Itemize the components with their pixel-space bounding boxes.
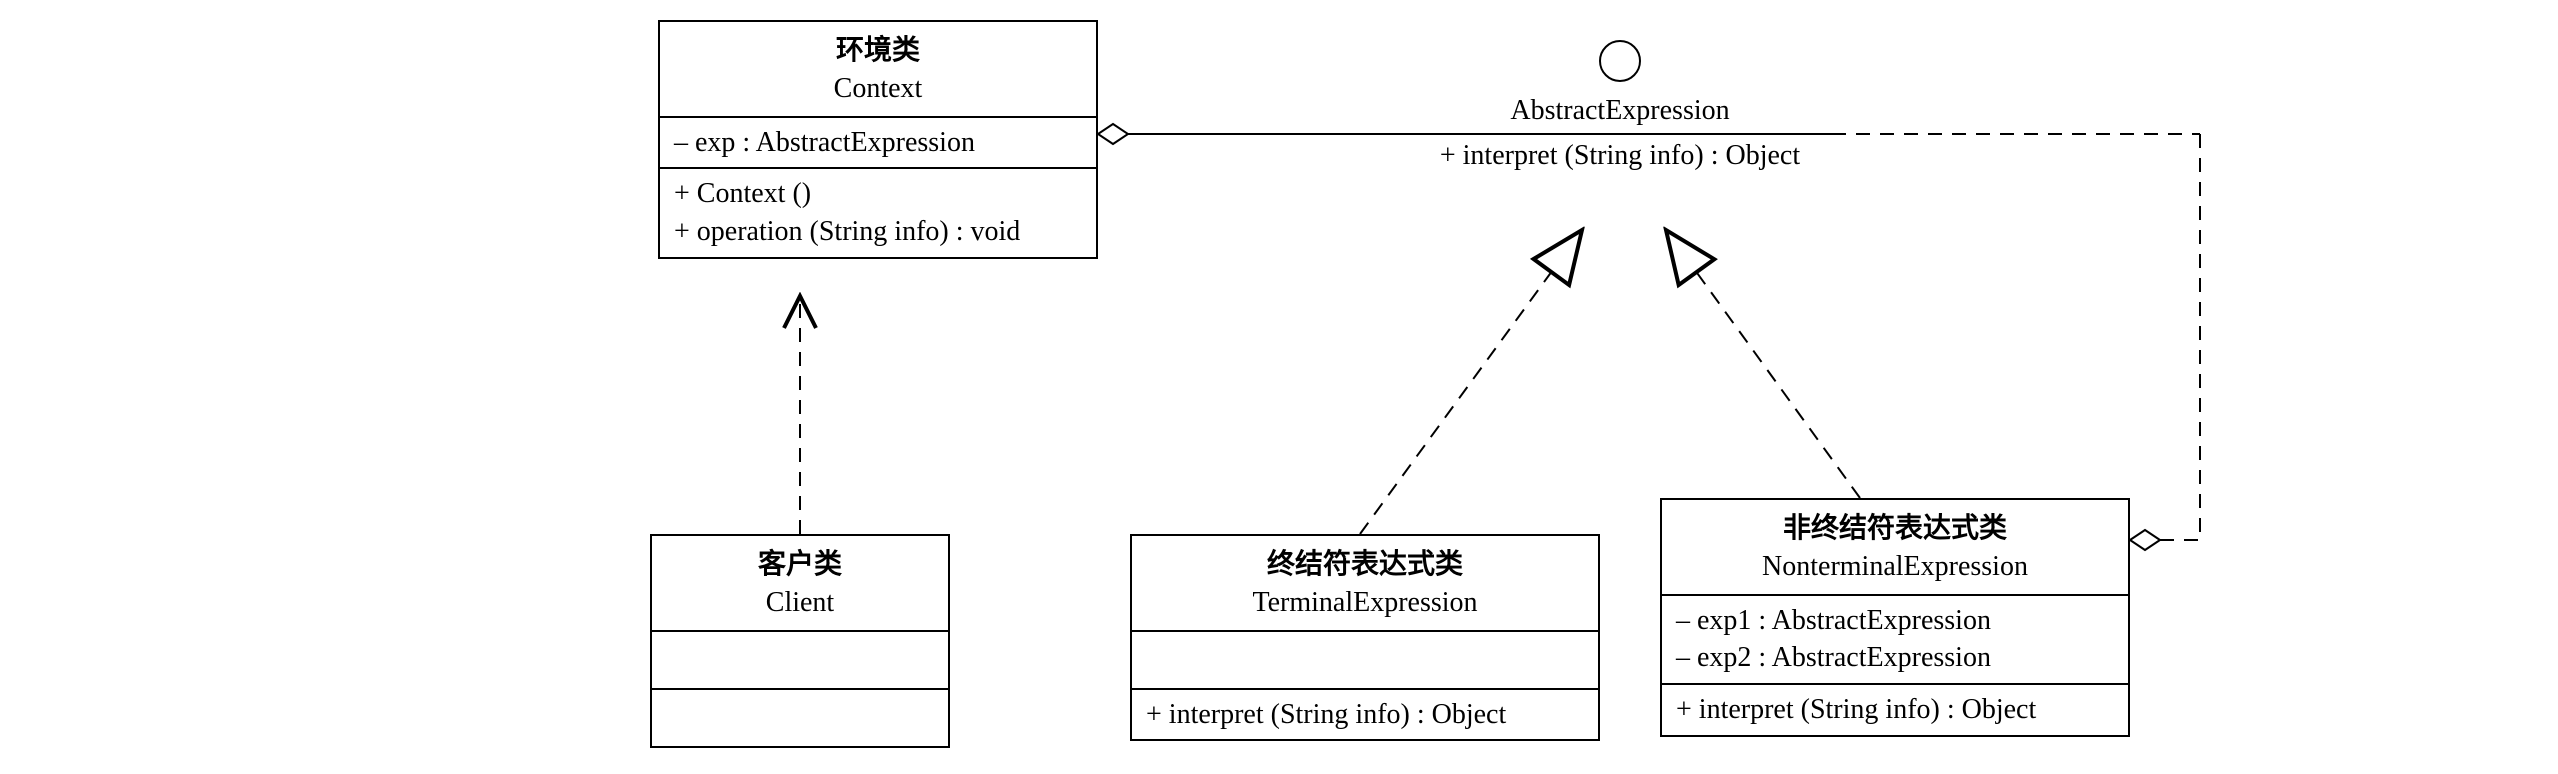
class-client: 客户类 Client xyxy=(650,534,950,748)
class-context-attrs: – exp : AbstractExpression xyxy=(660,116,1096,168)
edge-nonterminal-realizes-abstract xyxy=(1666,230,1860,498)
class-nonterminal: 非终结符表达式类 NonterminalExpression – exp1 : … xyxy=(1660,498,2130,737)
class-nonterminal-attrs: – exp1 : AbstractExpression – exp2 : Abs… xyxy=(1662,594,2128,684)
interface-operation: + interpret (String info) : Object xyxy=(1408,130,1832,179)
class-client-title: 客户类 Client xyxy=(652,536,948,630)
class-context-title-cn: 环境类 xyxy=(674,32,1082,70)
class-terminal: 终结符表达式类 TerminalExpression + interpret (… xyxy=(1130,534,1600,741)
interface-name: AbstractExpression xyxy=(1408,92,1832,130)
class-client-attrs xyxy=(652,630,948,688)
interface-abstract-expression: AbstractExpression + interpret (String i… xyxy=(1408,40,1832,179)
class-nonterminal-title-cn: 非终结符表达式类 xyxy=(1676,510,2114,548)
class-terminal-title-cn: 终结符表达式类 xyxy=(1146,546,1584,584)
class-context-title: 环境类 Context xyxy=(660,22,1096,116)
class-nonterminal-title-en: NonterminalExpression xyxy=(1676,548,2114,586)
class-nonterminal-attr-0: – exp1 : AbstractExpression xyxy=(1676,602,2114,640)
class-terminal-ops: + interpret (String info) : Object xyxy=(1132,688,1598,740)
class-nonterminal-title: 非终结符表达式类 NonterminalExpression xyxy=(1662,500,2128,594)
edge-terminal-realizes-abstract xyxy=(1360,230,1582,534)
class-client-title-en: Client xyxy=(666,584,934,622)
class-context-op-1: + operation (String info) : void xyxy=(674,213,1082,251)
edge-nonterminal-aggregates-abstract xyxy=(2130,134,2200,550)
uml-diagram-canvas: 环境类 Context – exp : AbstractExpression +… xyxy=(0,0,2558,774)
class-terminal-op-0: + interpret (String info) : Object xyxy=(1146,696,1584,734)
class-context-op-0: + Context () xyxy=(674,175,1082,213)
class-context: 环境类 Context – exp : AbstractExpression +… xyxy=(658,20,1098,259)
class-context-title-en: Context xyxy=(674,70,1082,108)
class-context-ops: + Context () + operation (String info) :… xyxy=(660,167,1096,257)
class-nonterminal-ops: + interpret (String info) : Object xyxy=(1662,683,2128,735)
class-nonterminal-op-0: + interpret (String info) : Object xyxy=(1676,691,2114,729)
class-terminal-title: 终结符表达式类 TerminalExpression xyxy=(1132,536,1598,630)
class-nonterminal-attr-1: – exp2 : AbstractExpression xyxy=(1676,639,2114,677)
class-terminal-attrs xyxy=(1132,630,1598,688)
class-terminal-title-en: TerminalExpression xyxy=(1146,584,1584,622)
edge-context-aggregates-abstract xyxy=(1098,124,1408,144)
class-client-ops xyxy=(652,688,948,746)
class-context-attr-0: – exp : AbstractExpression xyxy=(674,124,1082,162)
interface-circle-icon xyxy=(1599,40,1641,82)
class-client-title-cn: 客户类 xyxy=(666,546,934,584)
